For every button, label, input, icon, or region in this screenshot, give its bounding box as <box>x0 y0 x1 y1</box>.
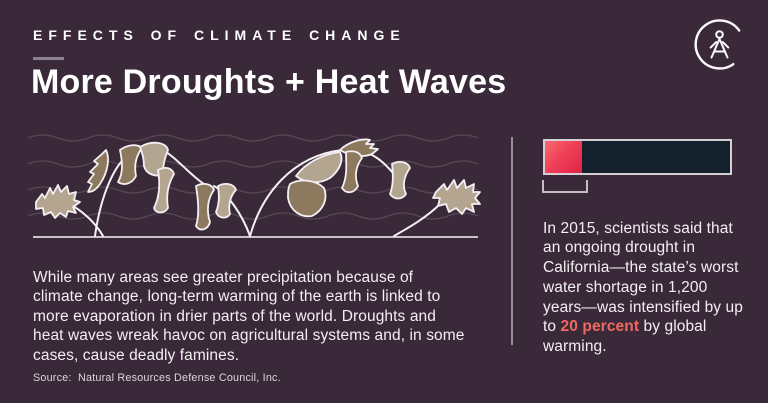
fact-highlight-value: 20 percent <box>560 318 640 336</box>
source-attribution: Source: Natural Resources Defense Counci… <box>33 371 281 384</box>
vertical-divider <box>511 137 513 345</box>
bar-segment-remainder <box>582 141 730 173</box>
bar-segment-warming <box>545 141 582 173</box>
fact-statement: In 2015, scientists said that an ongoing… <box>543 219 749 358</box>
eyebrow-underline-rule <box>33 57 64 60</box>
wilting-plants-heat-waves-illustration <box>28 134 481 238</box>
fact-text-pre: In 2015, scientists said that an ongoing… <box>543 219 743 336</box>
description-paragraph: While many areas see greater precipitati… <box>33 268 465 364</box>
circle-monogram-figure-a-icon <box>694 19 741 70</box>
page-title: More Droughts + Heat Waves <box>31 63 507 101</box>
fact-text-post: by global warming. <box>543 318 707 356</box>
wilting-leaves <box>35 138 481 231</box>
eyebrow-heading: EFFECTS OF CLIMATE CHANGE <box>33 27 406 43</box>
bar-segment-bracket <box>542 180 588 193</box>
drought-intensity-bar-chart <box>543 139 732 175</box>
